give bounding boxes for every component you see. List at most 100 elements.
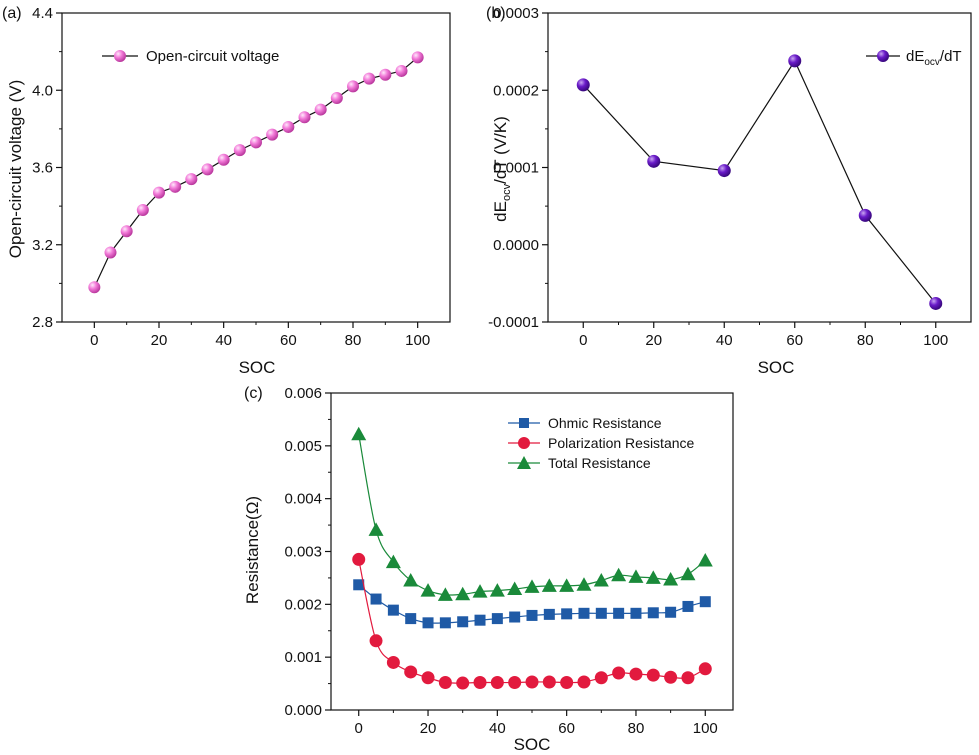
panel-b-xtick-label: 100 — [923, 332, 948, 349]
panel-a-xtick-label: 0 — [90, 332, 98, 349]
panel-a: (a) Open-circuit voltage (V) SOC Open-ci… — [2, 5, 279, 377]
panel-a-series-0-point — [153, 186, 165, 199]
panel-b-ylabel-rest: /dT (V/K) — [491, 116, 510, 184]
panel-c-series-1-point — [438, 676, 452, 690]
panel-c-xtick-label: 0 — [355, 720, 363, 737]
panel-a-series-0-point — [330, 91, 343, 104]
panel-c-series-0-point — [647, 607, 659, 619]
panel-c-series-2-point — [351, 426, 367, 441]
panel-c-series-2-point — [697, 552, 713, 567]
panel-a-ytick-label: 3.2 — [32, 237, 53, 254]
panel-c-series-1-point — [698, 662, 712, 676]
legend-ohmic-marker — [519, 418, 529, 428]
panel-b-legend-rest: /dT — [940, 48, 962, 65]
panel-c-xtick-label: 60 — [558, 720, 575, 737]
panel-b-series-0-point — [576, 78, 590, 92]
panel-a-series-0-point — [88, 281, 101, 294]
panel-b-xtick-label: 60 — [786, 332, 803, 349]
panel-c-series-0-point — [561, 608, 573, 620]
panel-a-series-0-point — [169, 180, 182, 193]
panel-c-series-1-point — [646, 668, 660, 682]
panel-a-xlabel: SOC — [239, 358, 276, 377]
panel-c-series-0-point — [543, 608, 555, 620]
panel-b-ytick-label: 0.0002 — [493, 82, 539, 99]
panel-c-ytick-label: 0.001 — [284, 649, 322, 666]
panel-b-ylabel-main: dE — [491, 201, 510, 222]
panel-b-series-0-point — [788, 54, 802, 68]
panel-a-series-0-point — [282, 120, 295, 133]
panel-c-series-0-point — [578, 607, 590, 619]
panel-c-series-1-point — [386, 655, 400, 669]
panel-c-series-1-point — [594, 671, 608, 685]
panel-a-ytick-label: 3.6 — [32, 160, 53, 177]
panel-c-ytick-label: 0.005 — [284, 438, 322, 455]
panel-b-label: (b) — [486, 5, 506, 22]
panel-c-ytick-label: 0.004 — [284, 491, 322, 508]
panel-b: (b) dEocv/dT (V/K) SOC dEocv/dT — [486, 5, 962, 377]
panel-a-xtick-label: 80 — [345, 332, 362, 349]
panel-a-series-0-point — [411, 51, 424, 64]
panel-c-series-0-point — [699, 596, 711, 608]
panel-b-legend-sub: ocv — [924, 57, 940, 68]
panel-c-ylabel: Resistance(Ω) — [243, 496, 262, 604]
panel-c-series-2-point — [455, 586, 471, 601]
panel-b-ytick-label: 0.0003 — [493, 5, 539, 22]
panel-a-plot: 0 20 40 60 80 100 2.8 3.2 3.6 4.0 4.4 — [32, 5, 451, 349]
legend-ohmic-label: Ohmic Resistance — [548, 415, 662, 431]
panel-b-xtick-label: 20 — [645, 332, 662, 349]
legend-polarization-marker — [518, 437, 530, 449]
panel-a-ytick-label: 4.4 — [32, 5, 53, 22]
panel-a-legend-label: Open-circuit voltage — [146, 48, 279, 65]
panel-c-series-1-point — [525, 675, 539, 689]
panel-c-series-0-point — [457, 616, 469, 628]
panel-a-series-0-point — [201, 163, 214, 176]
panel-b-legend-main: dE — [906, 48, 924, 65]
panel-b-plot: 0 20 40 60 80 100 -0.0001 0.0000 0.0001 0.0002 0.0… — [488, 5, 972, 349]
panel-c-legend: Ohmic Resistance Polarization Resistance… — [508, 415, 695, 471]
panel-b-legend-label: dEocv/dT — [906, 48, 962, 68]
panel-c-series-0-point — [665, 606, 677, 618]
panel-b-xlabel: SOC — [758, 358, 795, 377]
panel-a-xtick-label: 20 — [151, 332, 168, 349]
panel-a-series-0-point — [314, 103, 327, 116]
panel-c-ytick-label: 0.006 — [284, 385, 322, 402]
panel-a-series-0-point — [136, 203, 149, 216]
panel-c-series-2-point — [403, 573, 419, 587]
panel-c-xtick-label: 100 — [693, 720, 718, 737]
panel-c-series-0-point — [509, 611, 521, 623]
panel-c-series-1-point — [577, 675, 591, 689]
panel-c-series-0-point — [439, 617, 451, 629]
panel-c: (c) Resistance(Ω) SOC Ohmic Resistance P… — [243, 385, 695, 754]
panel-c-series-0-point — [405, 613, 417, 625]
panel-c-series-2-point — [663, 572, 679, 586]
panel-a-series-0-point — [298, 111, 311, 124]
panel-b-legend-marker — [877, 50, 889, 62]
panel-c-series-0-point — [526, 609, 538, 621]
panel-a-ytick-label: 2.8 — [32, 314, 53, 331]
panel-a-xtick-label: 100 — [405, 332, 430, 349]
panel-c-ytick-label: 0.000 — [284, 702, 322, 719]
panel-b-ytick-label: -0.0001 — [488, 314, 539, 331]
panel-c-series-0-point — [370, 593, 382, 605]
panel-c-series-1-point — [542, 675, 556, 689]
panel-a-series-0-point — [363, 72, 376, 85]
panel-a-series-0-point — [347, 80, 359, 93]
panel-a-ytick-label: 4.0 — [32, 82, 53, 99]
panel-c-series-2-point — [680, 566, 696, 581]
panel-c-series-2-point — [611, 567, 627, 582]
panel-c-series-1-point — [473, 676, 487, 690]
legend-total-label: Total Resistance — [548, 455, 651, 471]
panel-b-series-0-line — [582, 59, 937, 304]
panel-b-xtick-label: 40 — [716, 332, 733, 349]
panel-c-series-0-point — [613, 607, 625, 619]
panel-b-ytick-label: 0.0001 — [493, 160, 539, 177]
panel-c-series-1-point — [560, 676, 574, 690]
panel-a-xtick-label: 60 — [280, 332, 297, 349]
panel-a-series-0-point — [185, 173, 198, 186]
panel-a-series-0-point — [233, 144, 246, 157]
panel-a-legend-marker — [114, 50, 126, 62]
panel-c-series-0-point — [682, 600, 694, 612]
panel-c-series-1-point — [404, 665, 418, 679]
panel-a-series-0-point — [120, 225, 133, 238]
